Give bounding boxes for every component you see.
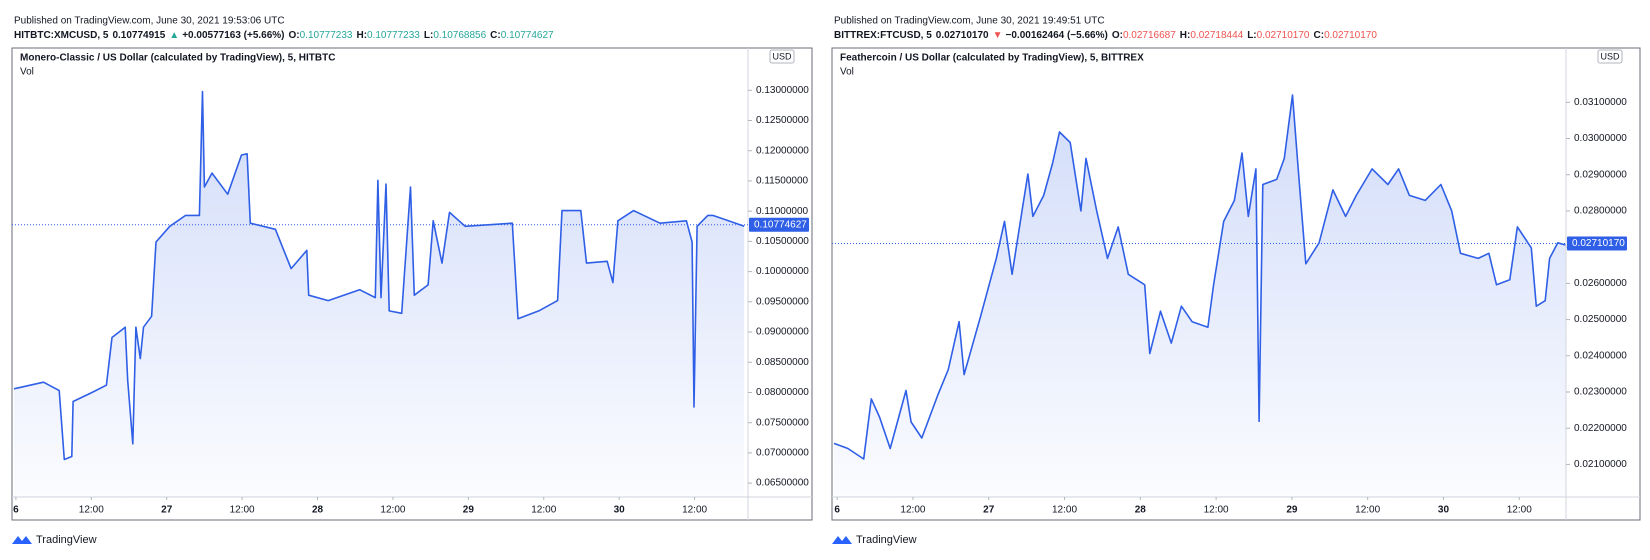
last-price-badge (1567, 236, 1627, 251)
ticker-line: HITBTC:XMCUSD, 5 0.10774915 ▲ +0.00577163 (… (14, 30, 554, 41)
area-fill (834, 95, 1566, 497)
logo-text: TradingView (36, 534, 97, 546)
y-tick-label: 0.02500000 (1574, 314, 1627, 325)
volume-label: Vol (840, 67, 854, 78)
x-tick-label: 12:00 (1355, 505, 1380, 516)
y-tick-label: 0.02800000 (1574, 206, 1627, 217)
last-price-label: 0.10774627 (754, 219, 807, 230)
ticker-line: BITTREX:FTCUSD, 5 0.02710170 ▼ −0.00162464 … (834, 30, 1377, 41)
symbol: HITBTC:XMCUSD, 5 (14, 30, 109, 41)
y-tick-label: 0.07500000 (756, 417, 809, 428)
x-tick-label: 6 (834, 505, 840, 516)
ohlc-value: 0.02710170 (1324, 30, 1377, 41)
x-tick-label: 28 (312, 505, 324, 516)
price-line (13, 90, 745, 461)
y-tick-label: 0.06500000 (756, 478, 809, 489)
ohlc-label: O: (289, 30, 300, 41)
y-tick-label: 0.13000000 (756, 85, 809, 96)
y-tick-label: 0.02400000 (1574, 350, 1627, 361)
y-tick-label: 0.10000000 (756, 266, 809, 277)
x-tick-label: 27 (983, 505, 995, 516)
ohlc-label: L: (424, 30, 433, 41)
symbol: BITTREX:FTCUSD, 5 (834, 30, 932, 41)
ohlc-value: 0.10777233 (300, 30, 353, 41)
x-tick-label: 29 (463, 505, 475, 516)
ohlc-value: 0.10768856 (433, 30, 486, 41)
y-tick-label: 0.09000000 (756, 327, 809, 338)
chart-frame (11, 47, 813, 521)
y-tick-label: 0.07000000 (756, 448, 809, 459)
x-tick-label: 12:00 (1052, 505, 1077, 516)
x-tick-label: 27 (161, 505, 173, 516)
y-tick-label: 0.02300000 (1574, 387, 1627, 398)
y-tick-label: 0.10500000 (756, 236, 809, 247)
currency-label: USD (772, 51, 792, 61)
ohlc-label: O: (1112, 30, 1123, 41)
ohlc-label: C: (1314, 30, 1325, 41)
change-arrow: ▲ (169, 30, 179, 41)
published-note: Published on TradingView.com, June 30, 2… (14, 16, 285, 27)
x-tick-label: 6 (13, 505, 19, 516)
volume-label: Vol (20, 67, 34, 78)
chart-frame (831, 47, 1641, 521)
area-fill (14, 91, 745, 497)
last-price-badge (749, 217, 809, 232)
x-tick-label: 12:00 (682, 505, 707, 516)
published-note: Published on TradingView.com, June 30, 2… (834, 16, 1105, 27)
y-tick-label: 0.12500000 (756, 115, 809, 126)
chart-title: Monero-Classic / US Dollar (calculated b… (20, 53, 335, 64)
y-tick-label: 0.02600000 (1574, 278, 1627, 289)
last-price: 0.02710170 (936, 30, 989, 41)
ohlc-label: C: (490, 30, 501, 41)
ohlc-value: 0.02710170 (1257, 30, 1310, 41)
ohlc-value: 0.02716687 (1123, 30, 1176, 41)
x-tick-label: 29 (1286, 505, 1298, 516)
x-tick-label: 12:00 (1204, 505, 1229, 516)
y-tick-label: 0.08000000 (756, 387, 809, 398)
last-price: 0.10774915 (112, 30, 165, 41)
y-tick-label: 0.11500000 (756, 176, 809, 187)
ohlc-label: H: (356, 30, 367, 41)
y-tick-label: 0.02100000 (1574, 459, 1627, 470)
y-tick-label: 0.09500000 (756, 296, 809, 307)
change: −0.00162464 (−5.66%) (1006, 30, 1108, 41)
currency-label: USD (1600, 51, 1620, 61)
x-tick-label: 12:00 (230, 505, 255, 516)
ohlc-value: 0.02718444 (1190, 30, 1243, 41)
x-tick-label: 28 (1135, 505, 1147, 516)
y-tick-label: 0.08500000 (756, 357, 809, 368)
x-tick-label: 12:00 (79, 505, 104, 516)
change-arrow: ▼ (993, 30, 1003, 41)
x-tick-label: 12:00 (900, 505, 925, 516)
y-tick-label: 0.02200000 (1574, 423, 1627, 434)
logo-icon (12, 536, 32, 544)
logo-text: TradingView (856, 534, 917, 546)
x-tick-label: 12:00 (531, 505, 556, 516)
x-tick-label: 12:00 (1507, 505, 1532, 516)
change: +0.00577163 (+5.66%) (182, 30, 284, 41)
x-tick-label: 30 (614, 505, 626, 516)
ohlc-label: H: (1180, 30, 1191, 41)
y-tick-label: 0.03000000 (1574, 133, 1627, 144)
chart-title: Feathercoin / US Dollar (calculated by T… (840, 53, 1144, 64)
logo-icon (832, 536, 852, 544)
y-tick-label: 0.11000000 (756, 206, 809, 217)
currency-badge (1597, 49, 1623, 64)
ohlc-value: 0.10777233 (367, 30, 420, 41)
x-tick-label: 12:00 (380, 505, 405, 516)
ohlc-label: L: (1247, 30, 1256, 41)
last-price-label: 0.02710170 (1572, 238, 1625, 249)
y-tick-label: 0.03100000 (1574, 97, 1627, 108)
x-tick-label: 30 (1438, 505, 1450, 516)
y-tick-label: 0.12000000 (756, 145, 809, 156)
price-line (833, 94, 1566, 460)
currency-badge (769, 49, 795, 64)
y-tick-label: 0.02900000 (1574, 169, 1627, 180)
ohlc-value: 0.10774627 (501, 30, 554, 41)
